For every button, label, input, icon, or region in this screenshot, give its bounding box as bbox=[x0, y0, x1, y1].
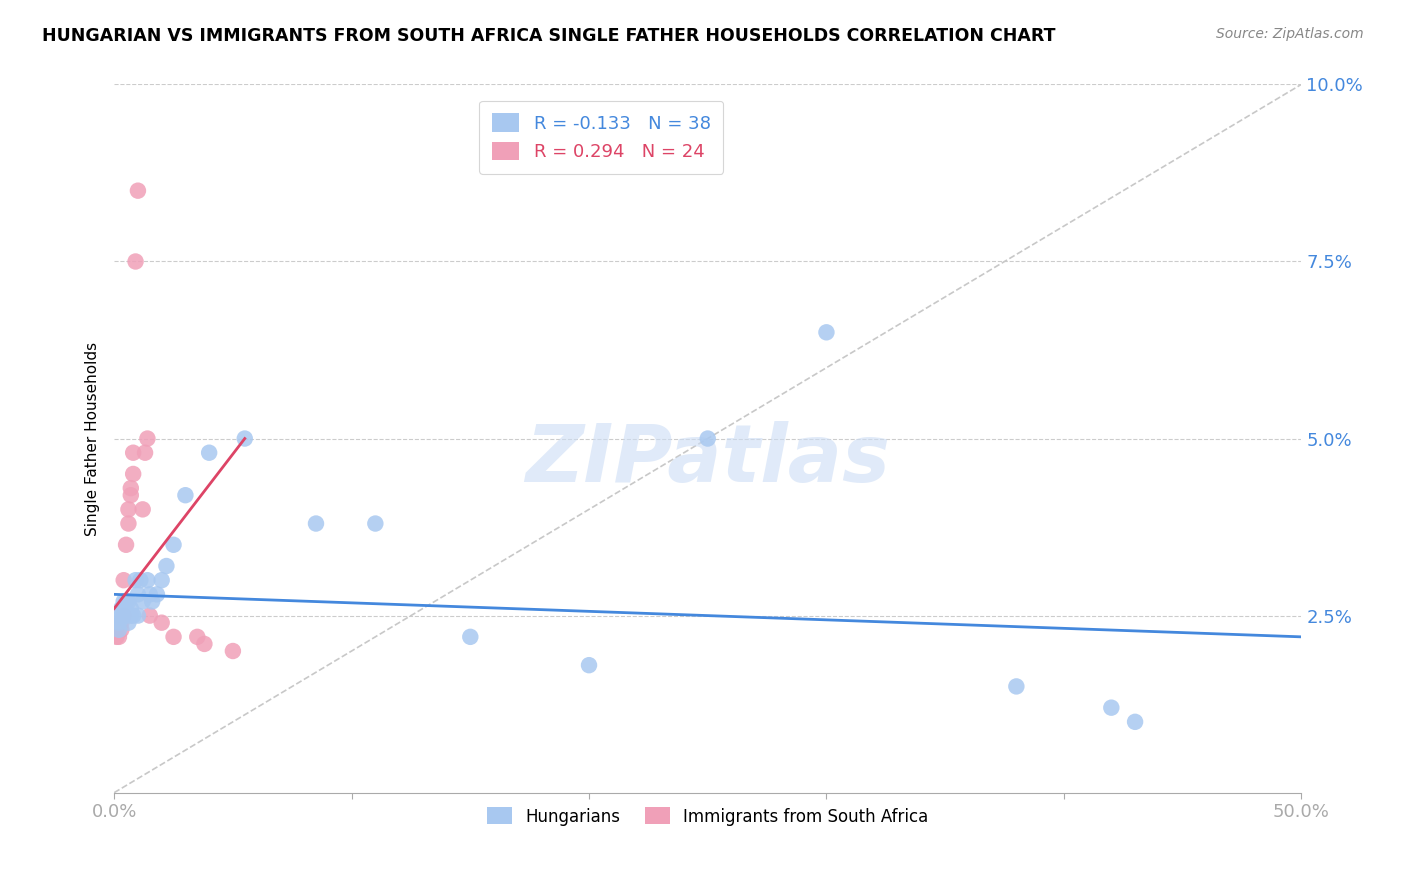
Point bbox=[127, 608, 149, 623]
Point bbox=[117, 615, 139, 630]
Point bbox=[139, 587, 162, 601]
Point bbox=[162, 538, 184, 552]
Point bbox=[136, 573, 159, 587]
Point bbox=[174, 488, 197, 502]
Point bbox=[112, 594, 135, 608]
Text: Source: ZipAtlas.com: Source: ZipAtlas.com bbox=[1216, 27, 1364, 41]
Point bbox=[155, 559, 177, 574]
Point bbox=[117, 594, 139, 608]
Point bbox=[115, 594, 138, 608]
Point bbox=[136, 432, 159, 446]
Point bbox=[110, 623, 132, 637]
Point bbox=[186, 630, 208, 644]
Point bbox=[131, 502, 153, 516]
Point bbox=[122, 608, 145, 623]
Point bbox=[122, 467, 145, 481]
Point bbox=[1099, 700, 1122, 714]
Point bbox=[364, 516, 387, 531]
Point bbox=[141, 594, 163, 608]
Point bbox=[1005, 680, 1028, 694]
Point bbox=[105, 608, 128, 623]
Text: HUNGARIAN VS IMMIGRANTS FROM SOUTH AFRICA SINGLE FATHER HOUSEHOLDS CORRELATION C: HUNGARIAN VS IMMIGRANTS FROM SOUTH AFRIC… bbox=[42, 27, 1056, 45]
Point bbox=[120, 481, 142, 495]
Point bbox=[139, 608, 162, 623]
Point bbox=[120, 601, 142, 615]
Point bbox=[120, 608, 142, 623]
Point bbox=[222, 644, 245, 658]
Point bbox=[146, 587, 169, 601]
Point bbox=[120, 488, 142, 502]
Point bbox=[134, 446, 156, 460]
Point bbox=[112, 608, 135, 623]
Point bbox=[162, 630, 184, 644]
Point bbox=[305, 516, 328, 531]
Point bbox=[131, 594, 153, 608]
Point bbox=[124, 254, 146, 268]
Point bbox=[110, 608, 132, 623]
Point bbox=[578, 658, 600, 673]
Point bbox=[150, 573, 173, 587]
Point bbox=[110, 615, 132, 630]
Point bbox=[127, 184, 149, 198]
Point bbox=[460, 630, 482, 644]
Point bbox=[193, 637, 215, 651]
Point bbox=[127, 587, 149, 601]
Point bbox=[129, 573, 152, 587]
Point bbox=[115, 538, 138, 552]
Y-axis label: Single Father Households: Single Father Households bbox=[86, 342, 100, 535]
Point bbox=[112, 573, 135, 587]
Point bbox=[1123, 714, 1146, 729]
Point bbox=[105, 630, 128, 644]
Point bbox=[110, 601, 132, 615]
Text: ZIPatlas: ZIPatlas bbox=[526, 421, 890, 499]
Point bbox=[198, 446, 221, 460]
Point bbox=[117, 502, 139, 516]
Point bbox=[233, 432, 256, 446]
Point bbox=[150, 615, 173, 630]
Point bbox=[696, 432, 718, 446]
Point bbox=[122, 446, 145, 460]
Point bbox=[124, 573, 146, 587]
Point bbox=[117, 516, 139, 531]
Point bbox=[108, 615, 131, 630]
Point bbox=[108, 630, 131, 644]
Point bbox=[112, 601, 135, 615]
Point bbox=[108, 623, 131, 637]
Legend: Hungarians, Immigrants from South Africa: Hungarians, Immigrants from South Africa bbox=[478, 799, 936, 834]
Point bbox=[815, 326, 838, 340]
Point bbox=[115, 608, 138, 623]
